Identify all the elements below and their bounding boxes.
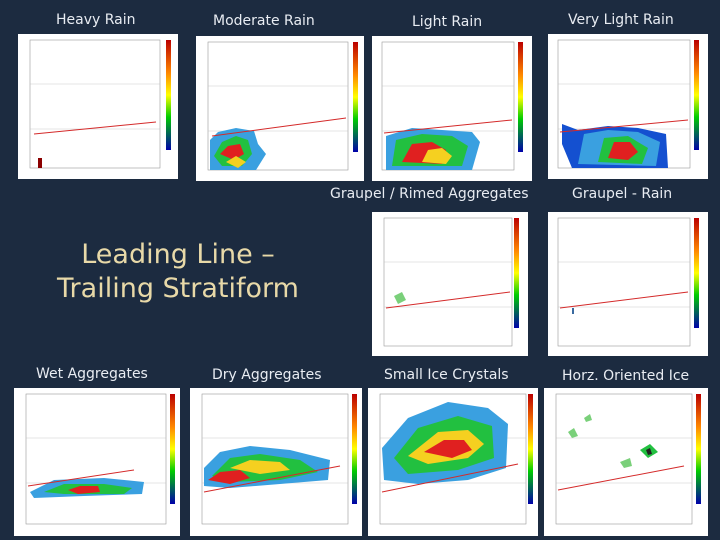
panel-graupel-rain (548, 212, 708, 356)
panel-dry-aggregates (190, 388, 362, 536)
label-very-light-rain: Very Light Rain (568, 12, 674, 28)
label-heavy-rain: Heavy Rain (56, 12, 136, 28)
label-moderate-rain: Moderate Rain (213, 13, 315, 29)
label-horz-ice: Horz. Oriented Ice (562, 368, 690, 384)
graupel-rain-plot (557, 217, 699, 347)
panel-horz-ice (544, 388, 708, 536)
panel-light-rain (372, 36, 532, 181)
heavy-rain-plot (29, 39, 171, 169)
horz-ice-plot (555, 393, 701, 525)
panel-moderate-rain (196, 36, 364, 181)
panel-very-light-rain (548, 34, 708, 179)
small-ice-plot (379, 393, 533, 525)
label-small-ice: Small Ice Crystals (384, 367, 509, 383)
section-title-line2: Trailing Stratiform (57, 273, 299, 304)
panel-heavy-rain (18, 34, 178, 179)
moderate-rain-plot (207, 41, 358, 171)
very-light-rain-plot (557, 39, 699, 169)
label-graupel-rimed: Graupel / Rimed Aggregates (330, 186, 529, 202)
label-wet-aggregates: Wet Aggregates (36, 366, 148, 382)
section-title: Leading Line – Trailing Stratiform (18, 238, 338, 306)
panel-small-ice (368, 388, 538, 536)
panel-graupel-rimed (372, 212, 528, 356)
label-graupel-rain: Graupel - Rain (572, 186, 673, 202)
dry-aggregates-plot (201, 393, 357, 525)
label-light-rain: Light Rain (412, 14, 483, 30)
graupel-rimed-plot (383, 217, 519, 347)
panel-wet-aggregates (14, 388, 180, 536)
label-dry-aggregates: Dry Aggregates (212, 367, 322, 383)
section-title-line1: Leading Line – (81, 239, 275, 270)
light-rain-plot (381, 41, 523, 171)
wet-aggregates-plot (25, 393, 175, 525)
